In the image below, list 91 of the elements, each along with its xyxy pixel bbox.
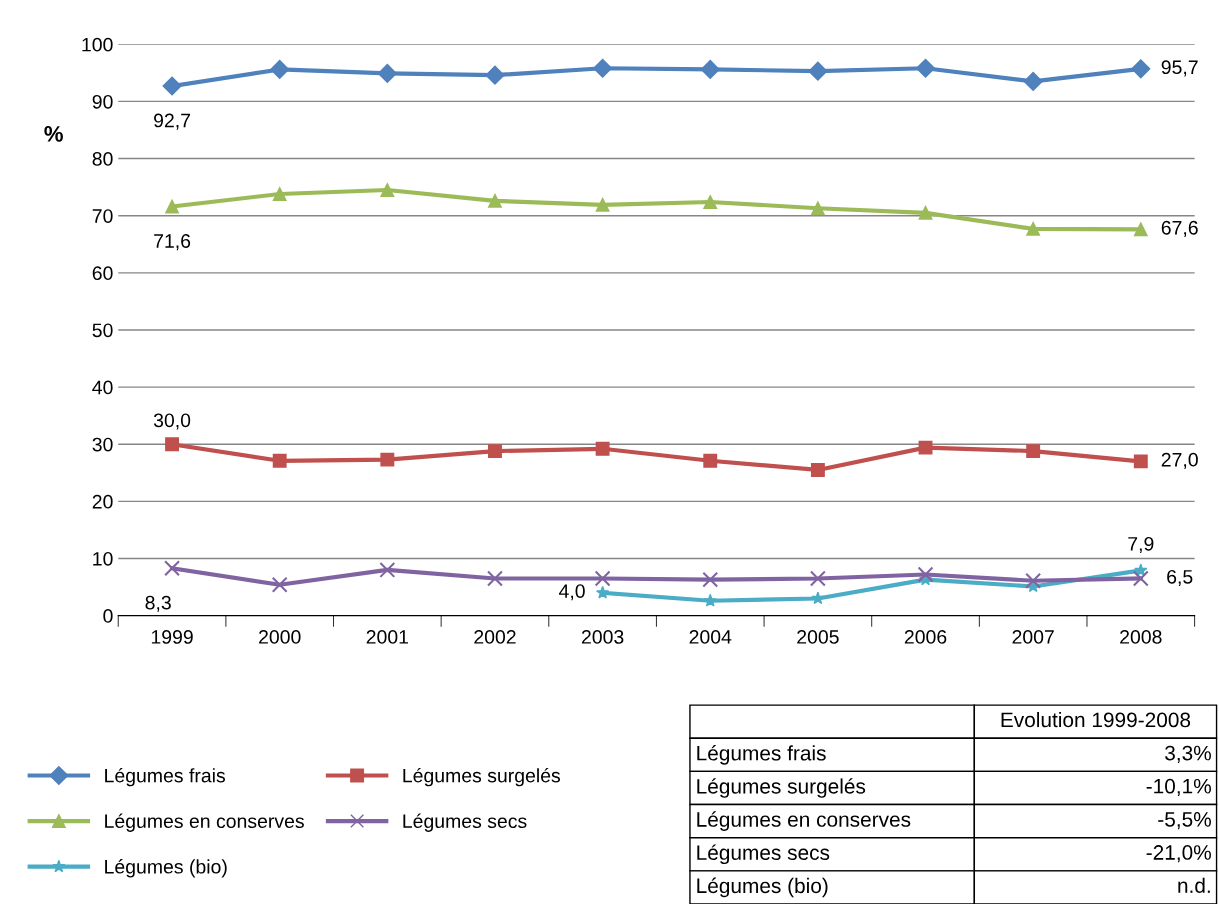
data-label: 71,6: [154, 234, 191, 251]
x-tick-label: 2002: [474, 630, 516, 644]
point: [377, 63, 397, 83]
point: [810, 201, 825, 216]
text: Légumes secs: [697, 844, 830, 865]
data-label: 8,3: [145, 595, 171, 612]
text: Légumes frais: [697, 745, 826, 765]
x-tick-label: 2006: [904, 630, 947, 644]
point: [1131, 59, 1151, 79]
x-tick-label: 2005: [797, 630, 839, 644]
y-tick-label: 70: [92, 209, 113, 223]
y-tick-label: 50: [92, 323, 113, 338]
point: [380, 183, 395, 197]
point: [1026, 444, 1041, 459]
point: [488, 193, 502, 208]
point: [700, 59, 720, 79]
x-tick-label: 2008: [1120, 630, 1162, 644]
point: [918, 440, 933, 455]
point: [1133, 454, 1148, 469]
legend-label: Légumes secs: [403, 813, 527, 832]
point: [595, 197, 610, 212]
point: [1026, 221, 1041, 236]
point: [272, 187, 287, 201]
point: [162, 76, 182, 96]
text: Légumes surgelés: [697, 778, 866, 798]
x-tick-label: 2000: [259, 630, 301, 644]
text: Légumes (bio): [697, 877, 828, 898]
point: [271, 576, 288, 593]
legend-label: Légumes frais: [105, 767, 225, 787]
point: [488, 444, 502, 459]
legend-label: Légumes (bio): [105, 859, 227, 878]
x-tick-label: 2003: [581, 630, 624, 644]
x-tick-label: 2007: [1012, 630, 1054, 644]
point: [811, 591, 825, 605]
y-tick-label: 40: [92, 380, 113, 395]
point: [703, 593, 717, 607]
point: [1132, 570, 1149, 587]
text: 3,3%: [1165, 745, 1211, 763]
data-label: 27,0: [1161, 452, 1198, 469]
point: [595, 441, 610, 456]
point: [486, 570, 503, 587]
point: [272, 453, 287, 468]
point: [485, 65, 505, 85]
point: [165, 199, 180, 214]
legend-label: Légumes surgelés: [403, 767, 561, 787]
point: [810, 462, 825, 477]
x-tick-label: 2001: [366, 630, 409, 644]
point: [809, 570, 826, 587]
y-tick-label: 30: [92, 437, 113, 452]
text: -10,1%: [1146, 778, 1211, 797]
y-tick-label: 10: [93, 551, 113, 566]
data-label: 30,0: [153, 413, 191, 430]
data-label: 4,0: [558, 584, 585, 601]
legend-label: Légumes en conserves: [105, 813, 304, 832]
y-tick-label: 100: [82, 37, 113, 52]
x-tick-label: 2004: [689, 630, 732, 644]
point: [164, 560, 181, 577]
x-tick-label: 1999: [151, 630, 193, 644]
point: [165, 437, 180, 452]
data-label: 95,7: [1161, 60, 1198, 77]
y-axis-title: %: [44, 125, 63, 142]
point: [915, 58, 936, 78]
point: [1025, 572, 1042, 589]
y-tick-label: 20: [92, 494, 113, 509]
data-label: 67,6: [1161, 220, 1198, 237]
point: [702, 571, 719, 588]
point: [918, 205, 933, 220]
point: [380, 452, 395, 467]
y-tick-label: 0: [103, 609, 113, 623]
data-label: 92,7: [154, 113, 191, 130]
point: [1023, 71, 1043, 91]
point: [703, 195, 718, 209]
point: [594, 570, 611, 587]
point: [1133, 222, 1148, 237]
point: [595, 585, 610, 599]
text: -5,5%: [1158, 812, 1211, 830]
point: [808, 61, 828, 81]
point: [917, 566, 934, 583]
point: [379, 561, 396, 578]
y-tick-label: 90: [92, 94, 113, 109]
text: Légumes en conserves: [697, 811, 911, 831]
point: [703, 453, 718, 468]
data-label: 7,9: [1128, 536, 1154, 554]
text: n.d.: [1178, 877, 1210, 894]
text: -21,0%: [1146, 845, 1211, 863]
point: [593, 58, 613, 78]
point: [270, 59, 290, 79]
y-tick-label: 80: [92, 152, 113, 166]
data-label: 6,5: [1167, 569, 1193, 586]
y-tick-label: 60: [92, 266, 113, 281]
text: Evolution 1999-2008: [1001, 711, 1191, 728]
